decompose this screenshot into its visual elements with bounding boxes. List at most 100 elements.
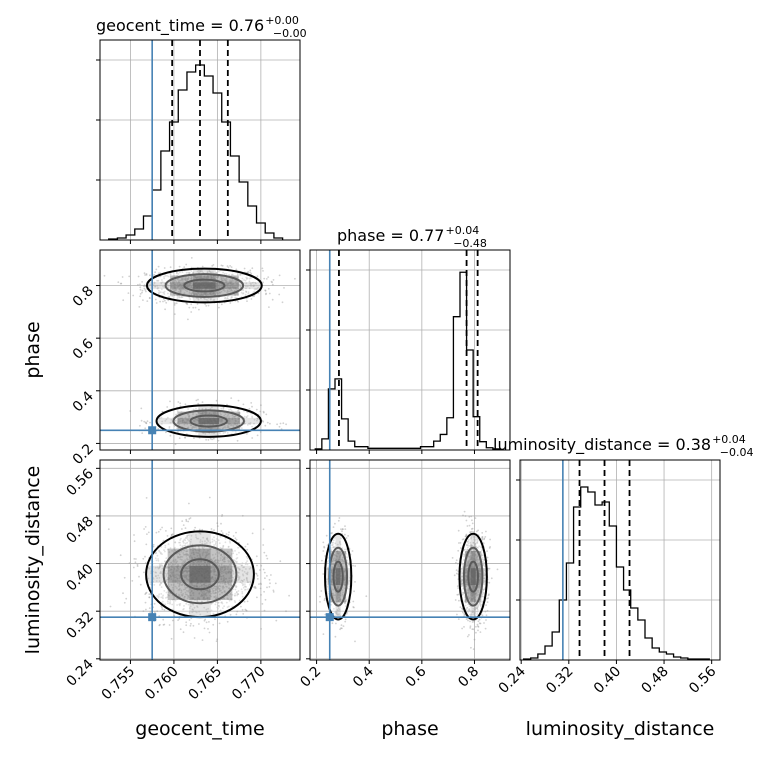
scatter-point [201,639,204,641]
scatter-point [240,273,242,276]
scatter-point [208,270,211,273]
scatter-point [205,305,208,307]
scatter-point [164,420,167,422]
scatter-point [247,588,249,591]
scatter-point [230,273,233,276]
scatter-point [233,415,235,418]
scatter-point [217,559,219,562]
scatter-point [279,422,282,425]
scatter-point [229,554,232,557]
density-cell [169,282,193,289]
scatter-point [234,431,237,433]
scatter-panel-geocent_time-phase [100,250,300,450]
scatter-point [183,553,186,556]
scatter-point [169,273,172,275]
scatter-point [155,531,158,534]
scatter-point [170,534,173,537]
contour-level [189,414,228,428]
scatter-point [198,308,200,311]
scatter-point [237,272,239,275]
scatter-point [145,273,148,275]
density-cell [177,417,199,425]
scatter-point [177,277,180,280]
scatter-point [181,271,184,273]
scatter-point [231,279,234,282]
scatter-point [486,609,489,612]
scatter-point [458,542,460,544]
scatter-point [473,638,476,641]
scatter-point [259,582,262,585]
scatter-point [256,596,258,599]
scatter-point [215,640,218,643]
scatter-point [246,433,248,435]
scatter-point [224,279,227,282]
scatter-point [190,303,193,306]
scatter-point [220,278,223,280]
scatter-point [162,618,165,621]
scatter-point [171,295,174,298]
scatter-point [195,425,198,428]
scatter-point [242,586,245,589]
scatter-point [219,291,222,294]
scatter-point [240,588,243,591]
scatter-point [217,562,220,564]
scatter-point [220,553,223,556]
scatter-point [245,278,248,280]
scatter-point [340,528,342,531]
scatter-point [222,271,225,274]
scatter-point [227,545,230,548]
scatter-point [220,276,222,279]
scatter-point [196,606,199,608]
scatter-point [457,529,460,532]
density-cell [198,430,220,437]
scatter-point [137,283,139,286]
scatter-point [461,627,463,630]
scatter-point [234,537,237,540]
scatter-point [484,610,487,613]
scatter-point [253,290,256,293]
scatter-point [170,527,173,530]
scatter-point [212,264,215,266]
scatter-point [282,422,285,425]
scatter-point [206,537,209,540]
scatter-point [143,528,146,530]
scatter-point [207,439,210,441]
scatter-point [275,619,278,622]
scatter-point [190,424,192,427]
scatter-point [123,601,126,604]
scatter-point [168,551,171,554]
scatter-point [185,587,188,589]
scatter-point [239,274,242,276]
density-cell [219,411,240,418]
scatter-point [186,278,188,281]
scatter-point [195,399,198,402]
scatter-point [251,267,254,270]
scatter-point [268,578,271,581]
scatter-point [212,623,215,626]
scatter-point [180,296,183,299]
scatter-point [285,423,287,426]
scatter-point [132,566,135,569]
scatter-point [162,285,164,288]
scatter-point [278,425,281,428]
scatter-point [216,561,219,563]
scatter-point [175,302,178,305]
scatter-point [227,426,230,429]
scatter-point [225,279,227,282]
scatter-point [243,566,246,569]
scatter-point [215,597,218,600]
scatter-point [190,278,193,280]
scatter-point [216,555,219,557]
scatter-point [461,538,464,541]
scatter-point [143,571,145,574]
scatter-point [243,415,246,418]
scatter-point [180,590,183,592]
scatter-point [470,528,473,530]
scatter-point [487,597,489,599]
scatter-point [135,558,137,560]
scatter-point [132,294,135,297]
scatter-point [247,581,250,584]
scatter-point [242,292,244,295]
scatter-point [143,284,146,287]
scatter-point [246,600,249,603]
